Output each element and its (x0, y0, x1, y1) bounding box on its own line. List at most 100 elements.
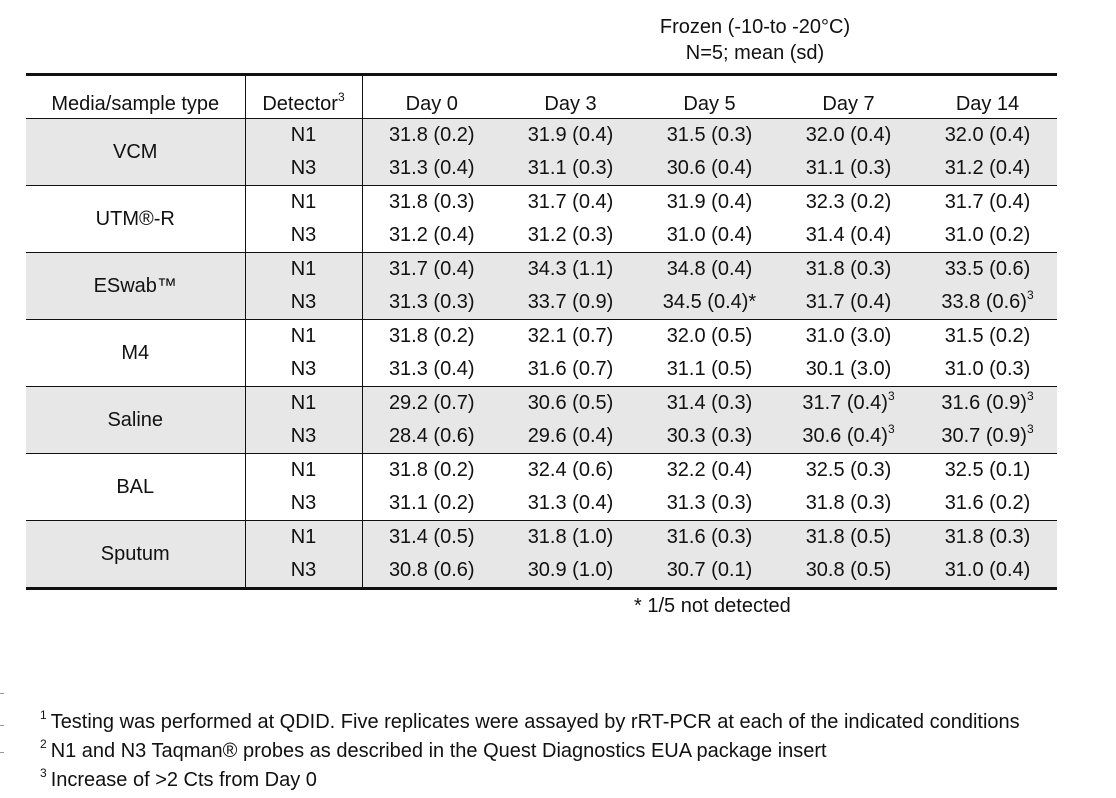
value-text: 32.3 (0.2) (805, 191, 892, 213)
col-header-detector: Detector3 (245, 73, 363, 119)
media-type-cell: VCM (26, 118, 246, 186)
value-text: 30.1 (3.0) (805, 358, 892, 380)
value-cell: 29.6 (0.4) (501, 420, 640, 454)
footnote-3-number: 3 (40, 766, 47, 780)
footnote-3: 3 Increase of >2 Cts from Day 0 (40, 766, 1020, 795)
detector-cell: N3 (245, 152, 363, 186)
condition-header-line1: Frozen (-10-to -20°C) (659, 16, 851, 38)
value-text: 31.0 (0.3) (944, 358, 1031, 380)
value-cell: 31.8 (0.3) (779, 252, 918, 286)
value-text: 31.4 (0.4) (805, 224, 892, 246)
value-text: 31.8 (0.2) (388, 124, 475, 146)
value-text: 31.3 (0.4) (388, 358, 475, 380)
value-cell: 32.1 (0.7) (501, 320, 640, 354)
value-text: 31.5 (0.2) (944, 325, 1031, 347)
stability-table: Media/sample type Detector3 Day 0 Day 3 … (26, 73, 1057, 590)
value-cell: 30.8 (0.6) (362, 554, 501, 590)
value-text: 30.3 (0.3) (666, 425, 753, 447)
detector-cell: N3 (245, 554, 363, 590)
value-text: 32.5 (0.1) (944, 459, 1031, 481)
value-text: 32.5 (0.3) (805, 459, 892, 481)
group-2: ESwab™ N1 31.7 (0.4) 34.3 (1.1) 34.8 (0.4) 31… (26, 252, 1057, 320)
footnote-2-text: N1 and N3 Taqman® probes as described in… (50, 740, 827, 762)
footnote-3-text: Increase of >2 Cts from Day 0 (50, 769, 317, 791)
table-row: N3 31.3 (0.4) 31.1 (0.3) 30.6 (0.4) 31.1 (0.… (26, 152, 1057, 186)
value-cell: 30.6 (0.4) (640, 152, 779, 186)
value-text: 30.6 (0.4) (666, 157, 753, 179)
value-cell: 32.5 (0.3) (779, 454, 918, 488)
value-cell: 31.4 (0.5) (362, 520, 501, 554)
value-footnote: 3 (1026, 389, 1034, 403)
value-text: 31.1 (0.5) (666, 358, 753, 380)
value-text: 31.6 (0.2) (944, 492, 1031, 514)
group-0: VCM N1 31.8 (0.2) 31.9 (0.4) 31.5 (0.3) 32.0 … (26, 118, 1057, 186)
value-cell: 31.8 (0.3) (918, 520, 1057, 554)
col-header-media: Media/sample type (26, 73, 246, 119)
value-cell: 31.3 (0.3) (640, 487, 779, 521)
value-cell: 31.6 (0.2) (918, 487, 1057, 521)
value-cell: 31.0 (0.4) (918, 554, 1057, 590)
value-text: 31.3 (0.3) (388, 291, 475, 313)
group-6: Sputum N1 31.4 (0.5) 31.8 (1.0) 31.6 (0.3) 31… (26, 520, 1057, 590)
value-text: 31.8 (1.0) (527, 526, 614, 548)
value-cell: 30.9 (1.0) (501, 554, 640, 590)
value-text: 31.8 (0.2) (388, 325, 475, 347)
value-text: 31.8 (0.3) (805, 492, 892, 514)
value-text: 31.0 (3.0) (805, 325, 892, 347)
value-text: 31.7 (0.4) (527, 191, 614, 213)
value-text: 31.8 (0.3) (388, 191, 475, 213)
col-header-day-3: Day 3 (501, 73, 640, 119)
value-cell: 31.7 (0.4) (501, 186, 640, 220)
value-cell: 31.1 (0.3) (501, 152, 640, 186)
detector-cell: N1 (245, 319, 363, 353)
value-cell: 31.7 (0.4) (918, 186, 1057, 220)
table-row: VCM N1 31.8 (0.2) 31.9 (0.4) 31.5 (0.3) 32.0 … (26, 118, 1057, 186)
value-cell: 31.1 (0.3) (779, 152, 918, 186)
value-cell: 31.8 (0.3) (362, 186, 501, 220)
value-text: 32.4 (0.6) (527, 459, 614, 481)
value-cell: 30.7 (0.1) (640, 554, 779, 590)
value-text: 31.5 (0.3) (666, 124, 753, 146)
footnote-2: 2 N1 and N3 Taqman® probes as described i… (40, 737, 1020, 766)
detector-cell: N3 (245, 487, 363, 521)
condition-header-line2: N=5; mean (sd) (685, 42, 825, 64)
footnote-1-text: Testing was performed at QDID. Five repl… (50, 711, 1020, 733)
value-text: 31.6 (0.7) (527, 358, 614, 380)
value-footnote: 3 (887, 422, 895, 436)
value-text: 31.0 (0.4) (944, 559, 1031, 581)
header-row: Media/sample type Detector3 Day 0 Day 3 … (26, 73, 1057, 119)
value-text: 32.2 (0.4) (666, 459, 753, 481)
value-text: 29.6 (0.4) (527, 425, 614, 447)
value-cell: 33.5 (0.6) (918, 252, 1057, 286)
value-cell: 31.2 (0.4) (362, 219, 501, 253)
value-text: 31.8 (0.3) (944, 526, 1031, 548)
value-text: 31.6 (0.3) (666, 526, 753, 548)
value-cell: 31.8 (0.2) (362, 454, 501, 488)
value-cell: 30.6 (0.4)3 (779, 420, 918, 454)
value-cell: 31.3 (0.3) (362, 286, 501, 320)
table-row: N3 31.3 (0.4) 31.6 (0.7) 31.1 (0.5) 30.1 (3.… (26, 353, 1057, 387)
value-text: 31.8 (0.3) (805, 258, 892, 280)
value-text: 30.6 (0.4) (802, 425, 888, 447)
detector-cell: N3 (245, 420, 363, 454)
value-cell: 31.3 (0.4) (501, 487, 640, 521)
value-cell: 32.0 (0.4) (779, 118, 918, 152)
detector-cell: N1 (245, 185, 363, 219)
value-cell: 31.9 (0.4) (640, 186, 779, 220)
value-text: 31.2 (0.4) (944, 157, 1031, 179)
value-footnote: 3 (1026, 288, 1034, 302)
value-text: 30.7 (0.1) (666, 559, 753, 581)
table-row: UTM®-R N1 31.8 (0.3) 31.7 (0.4) 31.9 (0.4) 32… (26, 185, 1057, 253)
value-text: 31.7 (0.4) (805, 291, 892, 313)
col-header-day-7: Day 7 (779, 73, 918, 119)
value-cell: 31.9 (0.4) (501, 118, 640, 152)
value-text: 31.1 (0.2) (388, 492, 475, 514)
value-cell: 31.6 (0.7) (501, 353, 640, 387)
media-type-cell: BAL (26, 453, 246, 521)
value-cell: 31.8 (0.2) (362, 118, 501, 152)
detector-cell: N1 (245, 386, 363, 420)
value-text: 31.7 (0.4) (388, 258, 475, 280)
margin-tick (0, 752, 4, 753)
detector-cell: N3 (245, 219, 363, 253)
table-header: Media/sample type Detector3 Day 0 Day 3 … (26, 73, 1057, 119)
